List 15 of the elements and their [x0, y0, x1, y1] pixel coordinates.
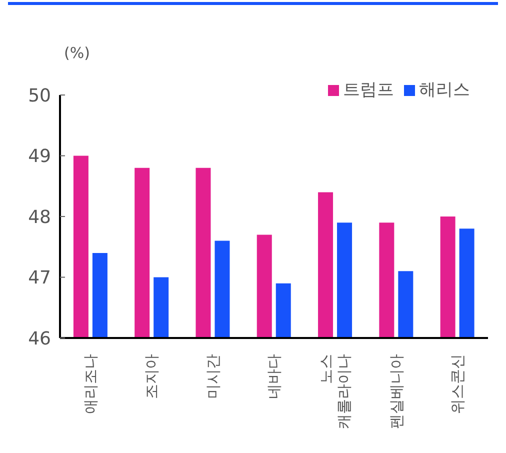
y-tick-label: 46 [28, 328, 51, 350]
x-tick-label: 네바다 [265, 354, 283, 399]
x-tick-label: 조지아 [142, 354, 161, 399]
x-tick-label: 위스콘신 [448, 354, 466, 414]
x-tick-label: 펜실베니아 [387, 354, 406, 429]
y-tick-label: 50 [28, 85, 51, 106]
legend-label: 해리스 [419, 80, 470, 100]
x-tick-label: 노스 캐롤라이나 [317, 354, 354, 429]
y-tick-label: 48 [28, 206, 51, 228]
y-tick-label: 49 [28, 146, 51, 168]
x-tick-label: 애리조나 [82, 354, 100, 414]
legend-label: 트럼프 [343, 80, 394, 100]
y-tick-label: 47 [28, 268, 51, 289]
x-tick-label: 미시간 [204, 354, 222, 399]
y-axis-title: (%) [64, 44, 90, 62]
